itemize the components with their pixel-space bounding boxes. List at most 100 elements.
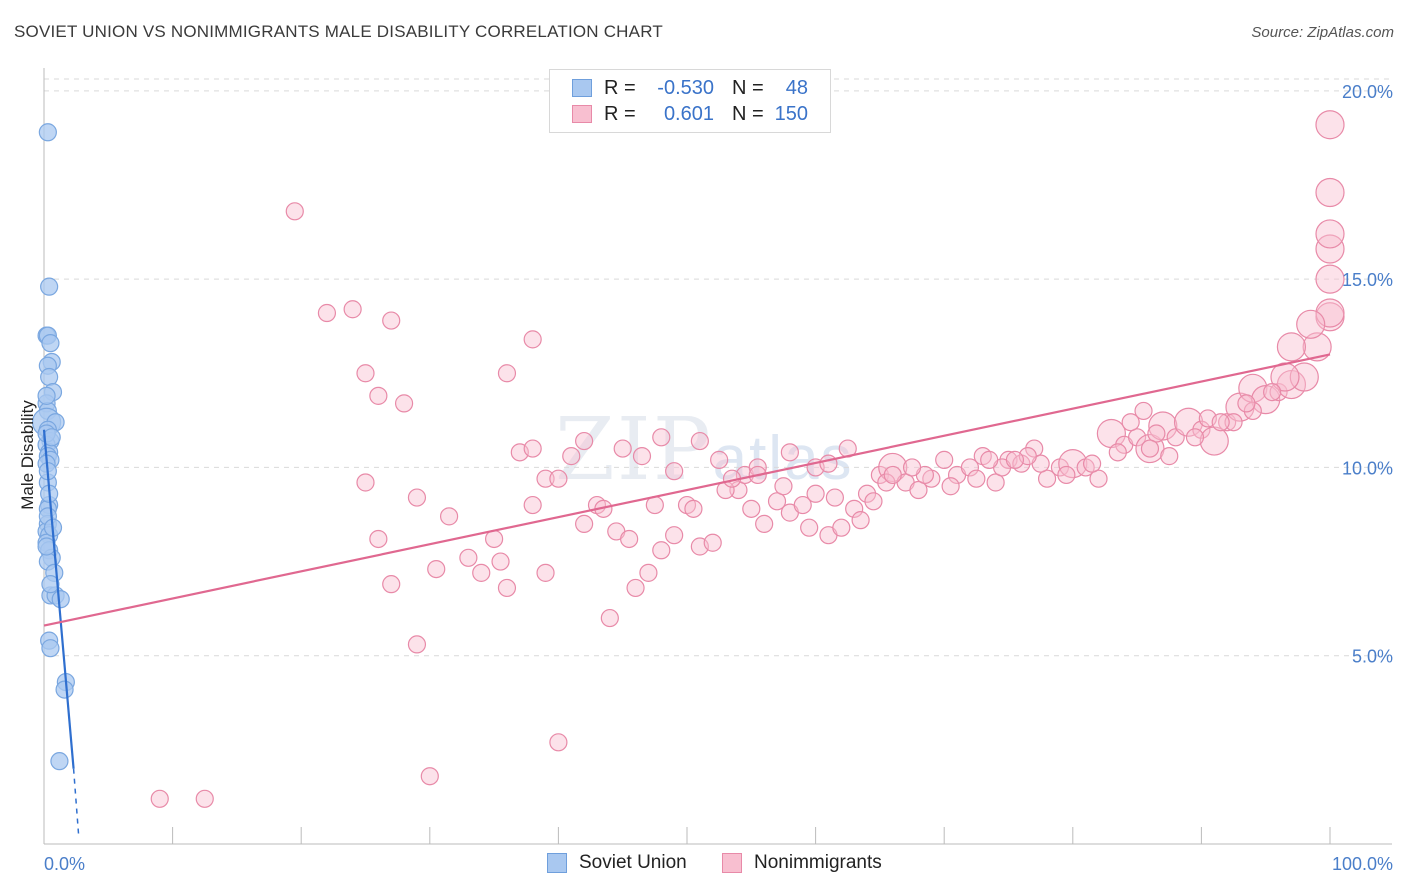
point-nonimmigrants [497, 578, 517, 598]
point-nonimmigrants [1108, 443, 1127, 462]
point-nonimmigrants [1005, 450, 1025, 469]
point-nonimmigrants [382, 311, 401, 330]
point-nonimmigrants [793, 495, 812, 515]
point-nonimmigrants [536, 469, 555, 488]
point-nonimmigrants [497, 364, 517, 383]
y-tick-label: 20.0% [1342, 82, 1393, 102]
point-nonimmigrants [774, 477, 793, 496]
y-tick-label: 5.0% [1352, 647, 1393, 667]
legend-swatch-nonimmigrants [572, 105, 592, 123]
point-nonimmigrants [1315, 219, 1345, 249]
point-nonimmigrants [845, 499, 864, 518]
legend-r-value: -0.530 [657, 76, 714, 99]
point-nonimmigrants [935, 450, 954, 469]
point-nonimmigrants [832, 518, 851, 537]
point-nonimmigrants [1296, 309, 1326, 339]
point-nonimmigrants [1192, 420, 1211, 439]
point-nonimmigrants [690, 431, 709, 451]
point-nonimmigrants [195, 789, 214, 808]
legend-swatch-soviet-union [572, 79, 592, 97]
point-nonimmigrants [394, 394, 414, 413]
point-nonimmigrants [459, 548, 478, 567]
point-nonimmigrants [1025, 439, 1044, 458]
point-nonimmigrants [575, 431, 594, 451]
legend-label-nonimmigrants: Nonimmigrants [754, 852, 882, 873]
point-nonimmigrants [549, 469, 568, 488]
point-nonimmigrants [652, 428, 671, 447]
point-nonimmigrants [317, 303, 337, 323]
point-nonimmigrants [472, 563, 491, 582]
point-nonimmigrants [1263, 382, 1282, 402]
point-nonimmigrants [1237, 394, 1256, 413]
point-nonimmigrants [613, 439, 632, 458]
legend-n-label: N = [732, 102, 764, 125]
point-nonimmigrants [1121, 413, 1140, 432]
point-nonimmigrants [523, 330, 542, 349]
point-nonimmigrants [980, 450, 999, 469]
point-nonimmigrants [684, 499, 703, 518]
point-nonimmigrants [1147, 424, 1166, 443]
point-nonimmigrants [1160, 447, 1179, 466]
point-nonimmigrants [356, 364, 375, 383]
point-nonimmigrants [665, 526, 684, 545]
legend-r-label: R = [604, 76, 636, 99]
point-nonimmigrants [1224, 413, 1243, 432]
x-tick-label-min: 0.0% [44, 854, 85, 874]
point-nonimmigrants [742, 499, 761, 518]
point-nonimmigrants [639, 563, 658, 582]
legend-item-nonimmigrants[interactable]: Nonimmigrants [722, 852, 882, 874]
point-nonimmigrants [1082, 454, 1102, 473]
point-nonimmigrants [523, 439, 542, 458]
trendline-soviet-union [42, 429, 75, 769]
point-nonimmigrants [767, 492, 787, 511]
point-nonimmigrants [632, 447, 652, 466]
series-nonimmigrants-points [150, 110, 1345, 808]
point-nonimmigrants [1058, 449, 1088, 479]
point-nonimmigrants [1315, 234, 1345, 264]
legend-n-value: 48 [785, 76, 808, 99]
point-nonimmigrants [1315, 298, 1345, 328]
point-nonimmigrants [902, 458, 922, 477]
point-nonimmigrants [407, 488, 427, 507]
point-nonimmigrants [780, 443, 799, 462]
point-soviet-union [50, 752, 69, 771]
legend-item-soviet-union[interactable]: Soviet Union [547, 852, 687, 874]
point-nonimmigrants [1211, 413, 1230, 432]
point-nonimmigrants [1251, 385, 1281, 415]
point-nonimmigrants [382, 575, 401, 594]
trendline-extension-soviet-union [72, 768, 80, 837]
source-link[interactable]: ZipAtlas.com [1307, 24, 1394, 41]
point-nonimmigrants [1315, 264, 1345, 294]
point-soviet-union [41, 639, 60, 658]
point-nonimmigrants [909, 480, 928, 500]
legend-label-soviet-union: Soviet Union [579, 852, 687, 873]
point-nonimmigrants [356, 473, 375, 492]
point-soviet-union [38, 123, 57, 142]
point-nonimmigrants [1148, 411, 1178, 441]
point-nonimmigrants [1089, 469, 1108, 488]
point-nonimmigrants [941, 477, 960, 496]
point-nonimmigrants [1037, 469, 1057, 488]
point-nonimmigrants [1302, 332, 1332, 362]
point-nonimmigrants [1185, 428, 1205, 447]
tick-labels: 5.0% 10.0% 15.0% 20.0% 0.0% 100.0% [44, 82, 1393, 874]
point-nonimmigrants [427, 559, 446, 579]
legend-swatch-soviet-union [547, 853, 567, 873]
point-soviet-union [37, 537, 56, 556]
point-nonimmigrants [851, 511, 870, 530]
point-nonimmigrants [825, 488, 844, 507]
legend-r-value: 0.601 [663, 102, 714, 125]
point-nonimmigrants [420, 767, 439, 786]
point-nonimmigrants [857, 484, 877, 503]
point-nonimmigrants [819, 454, 838, 473]
point-nonimmigrants [575, 514, 594, 534]
legend-n-value: 150 [774, 102, 808, 125]
point-nonimmigrants [1199, 426, 1229, 456]
point-nonimmigrants [407, 635, 427, 654]
y-tick-label: 15.0% [1342, 270, 1393, 290]
point-soviet-union [55, 680, 74, 699]
point-nonimmigrants [523, 495, 542, 515]
point-nonimmigrants [343, 300, 362, 319]
point-nonimmigrants [491, 552, 510, 571]
